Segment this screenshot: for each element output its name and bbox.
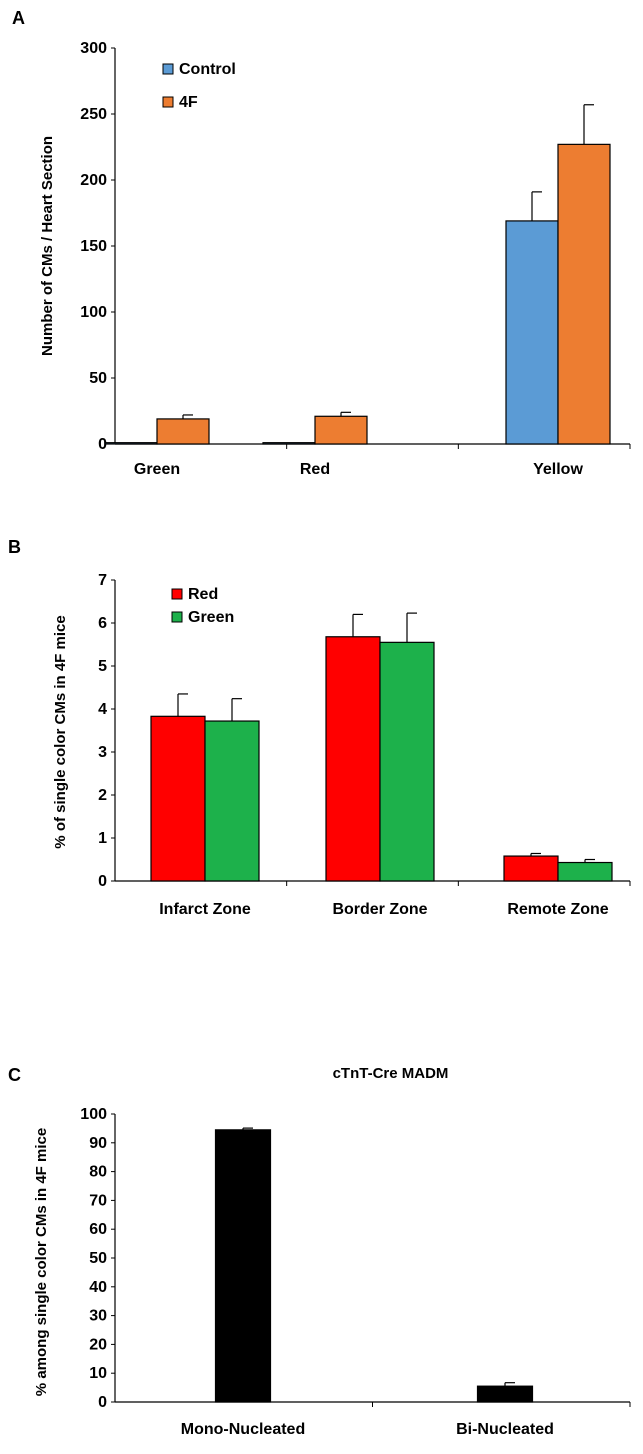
x-tick-label: Red xyxy=(300,461,330,478)
legend-swatch xyxy=(162,63,174,75)
chart-title: cTnT-Cre MADM xyxy=(333,1065,449,1082)
bar xyxy=(503,855,559,882)
x-tick-label: Border Zone xyxy=(332,901,427,918)
y-tick-label: 90 xyxy=(89,1135,107,1152)
y-tick-label: 10 xyxy=(89,1365,107,1382)
y-tick-label: 6 xyxy=(98,615,107,632)
y-tick-label: 70 xyxy=(89,1192,107,1209)
y-tick-label: 200 xyxy=(80,172,107,189)
y-tick-label: 0 xyxy=(98,873,107,890)
x-tick-label: Mono-Nucleated xyxy=(181,1421,305,1438)
legend-label: Red xyxy=(188,586,218,603)
bar xyxy=(262,442,316,445)
bar xyxy=(557,861,613,882)
y-tick-label: 20 xyxy=(89,1336,107,1353)
legend-label: Green xyxy=(188,609,234,626)
y-tick-label: 2 xyxy=(98,787,107,804)
y-axis-label: % of single color CMs in 4F mice xyxy=(52,615,69,848)
chart-a-svg: A Number of CMs / Heart Section 0 50 100 150 2… xyxy=(12,8,631,478)
bar xyxy=(379,641,435,882)
y-tick-label: 100 xyxy=(80,1106,107,1123)
legend-swatch xyxy=(162,96,174,108)
bar xyxy=(476,1385,534,1403)
x-tick-label: Yellow xyxy=(533,461,583,478)
bar xyxy=(104,442,158,445)
bar xyxy=(204,720,260,882)
y-tick-label: 30 xyxy=(89,1308,107,1325)
y-tick-label: 50 xyxy=(89,370,107,387)
panel-b-chart: B % of single color CMs in 4F mice 0 1 2 3 4 5 6… xyxy=(0,520,643,960)
legend-swatch xyxy=(171,611,183,623)
x-tick-label: Infarct Zone xyxy=(159,901,251,918)
y-tick-label: 40 xyxy=(89,1279,107,1296)
y-axis-label: Number of CMs / Heart Section xyxy=(39,136,56,356)
legend-label: 4F xyxy=(179,94,198,111)
legend-label: Control xyxy=(179,61,236,78)
y-tick-label: 250 xyxy=(80,106,107,123)
y-tick-label: 50 xyxy=(89,1250,107,1267)
y-axis-label: % among single color CMs in 4F mice xyxy=(33,1128,50,1396)
bar xyxy=(314,415,368,445)
bar xyxy=(150,715,206,882)
x-tick-label: Green xyxy=(134,461,180,478)
panel-label: A xyxy=(12,8,25,28)
y-tick-label: 0 xyxy=(98,1394,107,1411)
y-tick-label: 5 xyxy=(98,658,107,675)
y-tick-label: 150 xyxy=(80,238,107,255)
y-tick-label: 4 xyxy=(98,701,107,718)
bar xyxy=(505,220,559,445)
legend-swatch xyxy=(171,588,183,600)
x-tick-label: Bi-Nucleated xyxy=(456,1421,554,1438)
bar xyxy=(325,636,381,882)
y-tick-label: 60 xyxy=(89,1221,107,1238)
panel-label: C xyxy=(8,1065,21,1085)
y-tick-label: 3 xyxy=(98,744,107,761)
y-tick-label: 80 xyxy=(89,1164,107,1181)
bar xyxy=(156,418,210,445)
y-tick-label: 7 xyxy=(98,572,107,589)
y-tick-label: 100 xyxy=(80,304,107,321)
panel-label: B xyxy=(8,537,21,557)
y-tick-label: 0 xyxy=(98,436,107,453)
x-tick-label: Remote Zone xyxy=(507,901,608,918)
bar xyxy=(214,1129,272,1403)
y-tick-label: 300 xyxy=(80,40,107,57)
chart-b-svg: B % of single color CMs in 4F mice 0 1 2 3 4 5 6… xyxy=(8,537,631,918)
bar xyxy=(557,143,611,445)
y-tick-label: 1 xyxy=(98,830,107,847)
panel-a-chart: A Number of CMs / Heart Section 0 50 100 150 2… xyxy=(0,0,643,500)
